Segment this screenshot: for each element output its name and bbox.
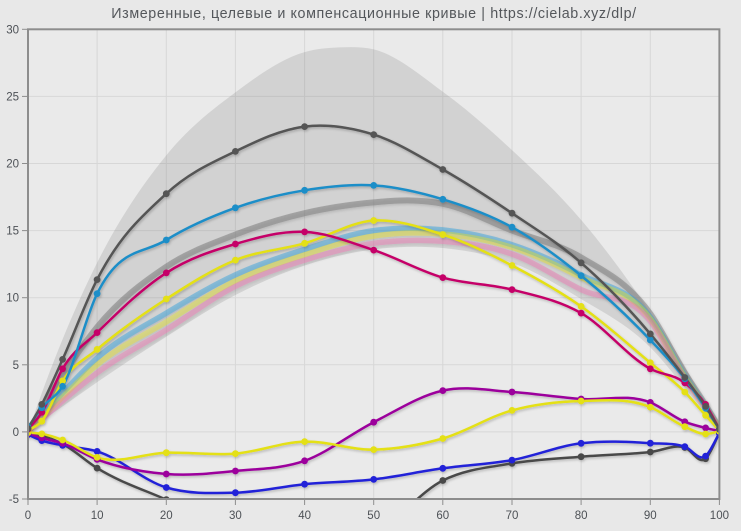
svg-text:20: 20 <box>160 510 173 522</box>
svg-text:Измеренные, целевые и компенса: Измеренные, целевые и компенсационные кр… <box>111 6 636 22</box>
svg-text:0: 0 <box>25 510 31 522</box>
svg-text:10: 10 <box>91 510 104 522</box>
svg-text:30: 30 <box>229 510 242 522</box>
svg-text:100: 100 <box>710 510 729 522</box>
svg-text:90: 90 <box>644 510 657 522</box>
svg-text:10: 10 <box>6 293 19 305</box>
svg-text:60: 60 <box>436 510 449 522</box>
svg-text:80: 80 <box>575 510 588 522</box>
svg-text:20: 20 <box>6 159 19 171</box>
svg-text:70: 70 <box>506 510 519 522</box>
svg-text:40: 40 <box>298 510 311 522</box>
svg-text:15: 15 <box>6 226 19 238</box>
svg-text:25: 25 <box>6 91 19 103</box>
svg-text:0: 0 <box>13 427 19 439</box>
svg-text:50: 50 <box>367 510 380 522</box>
svg-text:5: 5 <box>13 360 19 372</box>
svg-text:30: 30 <box>6 24 19 36</box>
svg-text:-5: -5 <box>9 494 19 506</box>
